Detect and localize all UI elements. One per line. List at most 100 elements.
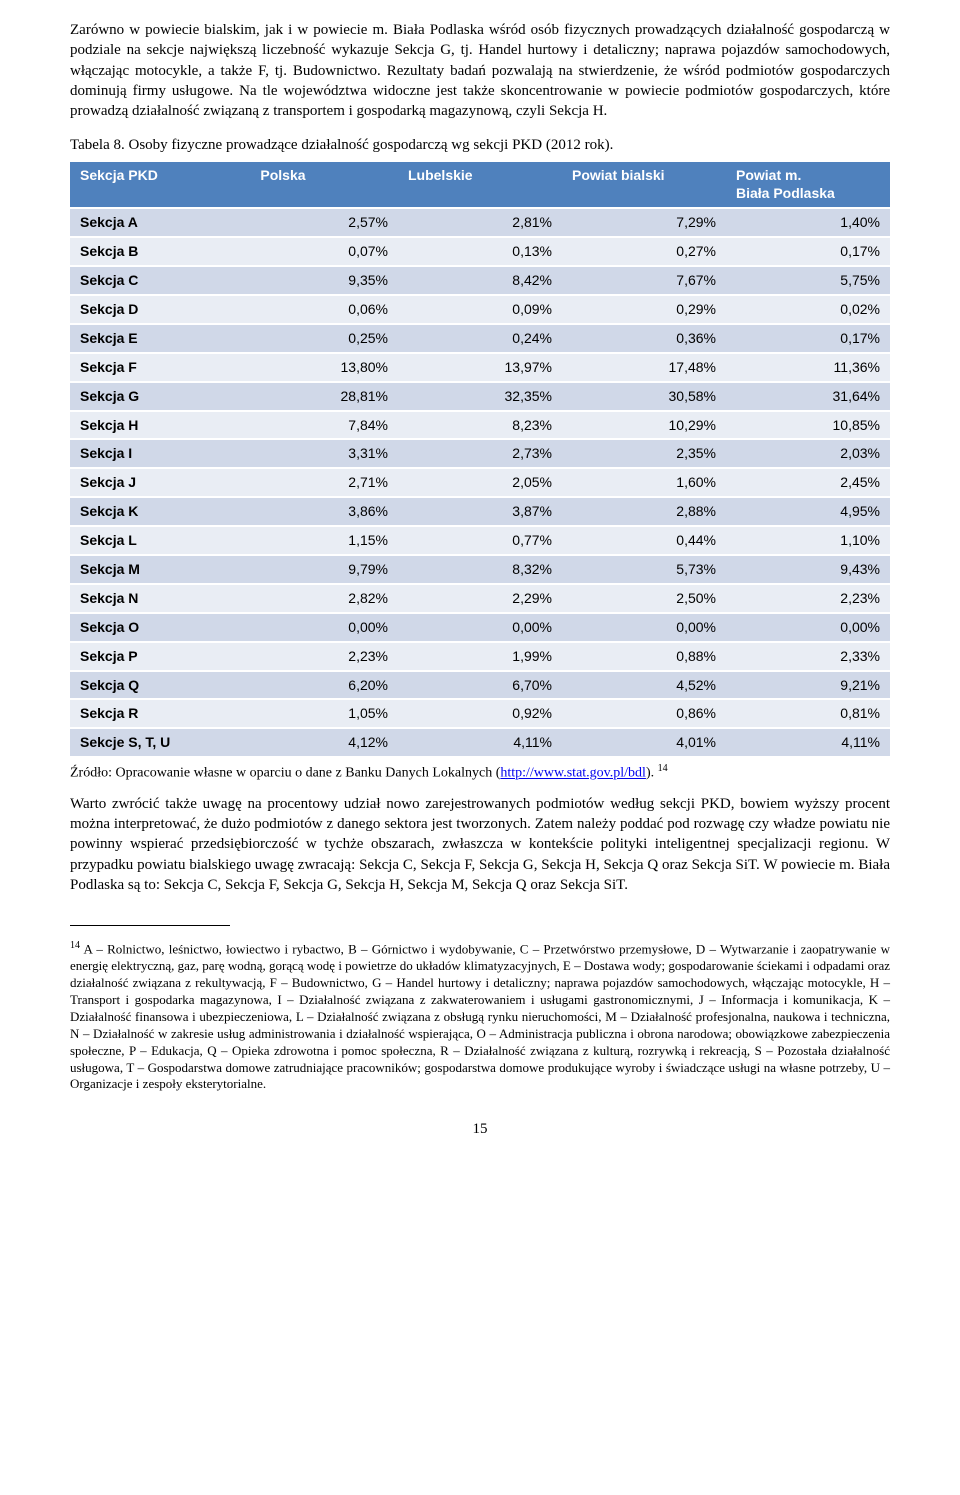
table-row: Sekcja A2,57%2,81%7,29%1,40% [70,208,890,237]
row-label: Sekcja C [70,266,250,295]
row-value: 4,01% [562,728,726,757]
row-label: Sekcja F [70,353,250,382]
source-link[interactable]: http://www.stat.gov.pl/bdl [500,766,646,781]
table-header-cell: Powiat m.Biała Podlaska [726,162,890,209]
row-value: 1,15% [250,526,398,555]
table-header-cell: Sekcja PKD [70,162,250,209]
row-label: Sekcja I [70,439,250,468]
row-value: 0,44% [562,526,726,555]
row-value: 2,23% [726,584,890,613]
row-value: 2,82% [250,584,398,613]
table-caption: Tabela 8. Osoby fizyczne prowadzące dzia… [70,135,890,155]
row-value: 0,17% [726,324,890,353]
row-value: 1,40% [726,208,890,237]
row-value: 2,73% [398,439,562,468]
row-value: 7,84% [250,411,398,440]
row-value: 1,10% [726,526,890,555]
table-row: Sekcja G28,81%32,35%30,58%31,64% [70,382,890,411]
row-value: 7,29% [562,208,726,237]
footnote-separator [70,925,230,926]
footnote: 14 A – Rolnictwo, leśnictwo, łowiectwo i… [70,939,890,1093]
row-value: 28,81% [250,382,398,411]
table-header-row: Sekcja PKDPolskaLubelskiePowiat bialskiP… [70,162,890,209]
table-header-cell: Lubelskie [398,162,562,209]
table-row: Sekcja C9,35%8,42%7,67%5,75% [70,266,890,295]
row-value: 0,07% [250,237,398,266]
table-row: Sekcja H7,84%8,23%10,29%10,85% [70,411,890,440]
table-row: Sekcja O0,00%0,00%0,00%0,00% [70,613,890,642]
table-row: Sekcja L1,15%0,77%0,44%1,10% [70,526,890,555]
footnote-text: A – Rolnictwo, leśnictwo, łowiectwo i ry… [70,941,890,1091]
table-header-cell: Polska [250,162,398,209]
row-value: 4,52% [562,671,726,700]
row-value: 2,57% [250,208,398,237]
source-suffix: ). [646,766,658,781]
table-row: Sekcja D0,06%0,09%0,29%0,02% [70,295,890,324]
row-value: 9,35% [250,266,398,295]
row-label: Sekcja R [70,699,250,728]
row-label: Sekcja D [70,295,250,324]
row-value: 32,35% [398,382,562,411]
row-value: 0,24% [398,324,562,353]
row-value: 3,87% [398,497,562,526]
row-value: 10,85% [726,411,890,440]
table-row: Sekcja J2,71%2,05%1,60%2,45% [70,468,890,497]
row-value: 8,32% [398,555,562,584]
row-value: 0,00% [726,613,890,642]
page-number: 15 [70,1119,890,1139]
table-row: Sekcja M9,79%8,32%5,73%9,43% [70,555,890,584]
row-label: Sekcje S, T, U [70,728,250,757]
row-label: Sekcja J [70,468,250,497]
row-value: 0,86% [562,699,726,728]
source-prefix: Źródło: Opracowanie własne w oparciu o d… [70,766,500,781]
row-label: Sekcja G [70,382,250,411]
row-value: 2,29% [398,584,562,613]
row-value: 2,33% [726,642,890,671]
row-label: Sekcja L [70,526,250,555]
row-value: 17,48% [562,353,726,382]
row-value: 0,13% [398,237,562,266]
row-value: 0,00% [398,613,562,642]
table-row: Sekcja Q6,20%6,70%4,52%9,21% [70,671,890,700]
paragraph-2: Warto zwrócić także uwagę na procentowy … [70,794,890,895]
row-value: 0,92% [398,699,562,728]
table-row: Sekcje S, T, U4,12%4,11%4,01%4,11% [70,728,890,757]
row-value: 10,29% [562,411,726,440]
row-value: 0,02% [726,295,890,324]
table-row: Sekcja E0,25%0,24%0,36%0,17% [70,324,890,353]
row-value: 0,29% [562,295,726,324]
row-value: 2,50% [562,584,726,613]
row-value: 2,81% [398,208,562,237]
paragraph-1: Zarówno w powiecie bialskim, jak i w pow… [70,20,890,121]
table-row: Sekcja F13,80%13,97%17,48%11,36% [70,353,890,382]
row-value: 0,17% [726,237,890,266]
row-label: Sekcja N [70,584,250,613]
table-row: Sekcja K3,86%3,87%2,88%4,95% [70,497,890,526]
row-value: 8,42% [398,266,562,295]
row-value: 2,03% [726,439,890,468]
row-value: 0,36% [562,324,726,353]
row-value: 2,23% [250,642,398,671]
table-row: Sekcja I3,31%2,73%2,35%2,03% [70,439,890,468]
table-row: Sekcja P2,23%1,99%0,88%2,33% [70,642,890,671]
row-label: Sekcja M [70,555,250,584]
row-value: 0,27% [562,237,726,266]
row-value: 4,11% [726,728,890,757]
row-label: Sekcja P [70,642,250,671]
row-value: 0,00% [250,613,398,642]
row-value: 9,43% [726,555,890,584]
row-value: 3,86% [250,497,398,526]
row-value: 8,23% [398,411,562,440]
row-value: 30,58% [562,382,726,411]
row-value: 4,12% [250,728,398,757]
row-label: Sekcja K [70,497,250,526]
row-label: Sekcja Q [70,671,250,700]
row-value: 1,05% [250,699,398,728]
source-footnote-ref: 14 [658,763,668,774]
row-value: 0,25% [250,324,398,353]
row-value: 0,00% [562,613,726,642]
row-value: 0,81% [726,699,890,728]
row-value: 13,97% [398,353,562,382]
row-label: Sekcja A [70,208,250,237]
row-value: 1,99% [398,642,562,671]
